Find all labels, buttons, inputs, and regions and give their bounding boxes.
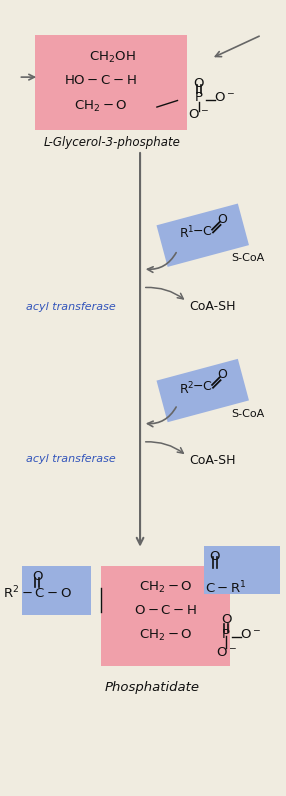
FancyBboxPatch shape <box>101 567 230 666</box>
Text: S-CoA: S-CoA <box>232 409 265 419</box>
Text: $\mathsf{C-R^1}$: $\mathsf{C-R^1}$ <box>205 579 247 596</box>
Text: $\mathsf{O^-}$: $\mathsf{O^-}$ <box>240 628 261 641</box>
Text: O: O <box>32 570 42 583</box>
Text: $\mathsf{R^1}$: $\mathsf{R^1}$ <box>179 225 194 242</box>
Text: $\mathsf{O^-}$: $\mathsf{O^-}$ <box>214 92 235 104</box>
Text: O: O <box>217 368 227 381</box>
Polygon shape <box>156 359 249 422</box>
Text: S-CoA: S-CoA <box>232 253 265 263</box>
Text: P: P <box>222 628 230 641</box>
Text: CoA-SH: CoA-SH <box>190 455 236 467</box>
Text: $\mathsf{CH_2-O}$: $\mathsf{CH_2-O}$ <box>74 99 128 114</box>
Text: $\mathsf{R^2}$: $\mathsf{R^2}$ <box>179 380 194 397</box>
Polygon shape <box>156 204 249 267</box>
Text: $\mathsf{R^2-C-O}$: $\mathsf{R^2-C-O}$ <box>3 585 72 602</box>
Text: Phosphatidate: Phosphatidate <box>105 681 200 693</box>
Text: $\mathsf{HO-C-H}$: $\mathsf{HO-C-H}$ <box>64 74 137 88</box>
Text: O: O <box>210 549 220 563</box>
FancyBboxPatch shape <box>204 546 280 595</box>
Text: $\mathsf{O^-}$: $\mathsf{O^-}$ <box>188 108 210 121</box>
Text: $\mathsf{-C}$: $\mathsf{-C}$ <box>192 380 212 393</box>
Text: $\mathsf{CH_2-O}$: $\mathsf{CH_2-O}$ <box>138 628 192 643</box>
Text: $\mathsf{CH_2OH}$: $\mathsf{CH_2OH}$ <box>89 50 135 65</box>
FancyBboxPatch shape <box>22 567 92 615</box>
Text: P: P <box>195 92 203 104</box>
Text: $\mathsf{O^-}$: $\mathsf{O^-}$ <box>216 646 237 659</box>
Text: $\mathsf{-C}$: $\mathsf{-C}$ <box>192 225 212 238</box>
Text: O: O <box>217 213 227 226</box>
FancyBboxPatch shape <box>35 35 187 131</box>
Text: $\mathsf{CH_2-O}$: $\mathsf{CH_2-O}$ <box>138 579 192 595</box>
Text: acyl transferase: acyl transferase <box>26 302 116 312</box>
Text: acyl transferase: acyl transferase <box>26 455 116 464</box>
Text: L-Glycerol-3-phosphate: L-Glycerol-3-phosphate <box>43 136 180 149</box>
Text: O: O <box>194 77 204 90</box>
Text: O: O <box>221 613 231 626</box>
Text: $\mathsf{O-C-H}$: $\mathsf{O-C-H}$ <box>134 604 197 617</box>
Text: CoA-SH: CoA-SH <box>190 300 236 313</box>
